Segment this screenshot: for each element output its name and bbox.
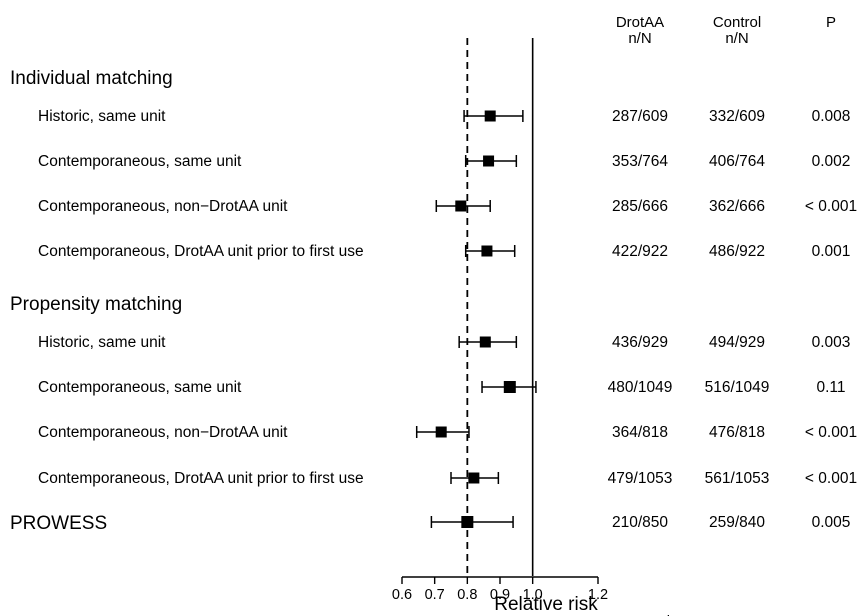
control-count: 476/818 xyxy=(709,424,765,441)
x-tick-label: 0.9 xyxy=(490,587,510,603)
drotaa-count: 364/818 xyxy=(612,424,668,441)
column-header-line2: n/N xyxy=(628,30,651,47)
control-count: 516/1049 xyxy=(705,379,770,396)
point-estimate xyxy=(479,336,491,348)
point-estimate xyxy=(483,155,495,167)
point-estimate xyxy=(461,516,474,528)
p-value: 0.008 xyxy=(812,108,851,125)
point-estimate xyxy=(503,381,516,393)
p-value: 0.002 xyxy=(812,153,851,170)
drotaa-count: 480/1049 xyxy=(608,379,673,396)
x-tick-label: 1.2 xyxy=(588,587,608,603)
p-value: 0.11 xyxy=(816,379,845,396)
group-heading: Individual matching xyxy=(10,68,173,89)
column-header-line1: DrotAA xyxy=(616,14,664,31)
p-value: 0.001 xyxy=(812,243,851,260)
control-count: 486/922 xyxy=(709,243,765,260)
point-estimate xyxy=(484,110,496,122)
p-value: < 0.001 xyxy=(805,470,857,487)
control-count: 332/609 xyxy=(709,108,765,125)
drotaa-count: 479/1053 xyxy=(608,470,673,487)
favors-drotaa-label: Favors DrotAA xyxy=(423,614,518,616)
point-estimate xyxy=(468,472,480,484)
row-label: Contemporaneous, DrotAA unit prior to fi… xyxy=(38,243,364,260)
drotaa-count: 422/922 xyxy=(612,243,668,260)
x-axis-label: Relative risk xyxy=(494,594,598,615)
column-header-line1: Control xyxy=(713,14,761,31)
drotaa-count: 210/850 xyxy=(612,514,668,531)
p-value: < 0.001 xyxy=(805,198,857,215)
row-label: Contemporaneous, same unit xyxy=(38,379,242,396)
control-count: 494/929 xyxy=(709,334,765,351)
column-header-line1: P xyxy=(826,14,836,31)
control-count: 362/666 xyxy=(709,198,765,215)
row-label: Historic, same unit xyxy=(38,334,166,351)
p-value: 0.003 xyxy=(812,334,851,351)
favors-control-label: Favors control xyxy=(578,614,670,616)
drotaa-count: 285/666 xyxy=(612,198,668,215)
point-estimate xyxy=(481,245,493,257)
overall-label: PROWESS xyxy=(10,513,107,534)
drotaa-count: 436/929 xyxy=(612,334,668,351)
control-count: 259/840 xyxy=(709,514,765,531)
control-count: 406/764 xyxy=(709,153,765,170)
point-estimate xyxy=(455,200,467,212)
row-label: Historic, same unit xyxy=(38,108,166,125)
x-tick-label: 0.8 xyxy=(457,587,477,603)
x-tick-label: 0.6 xyxy=(392,587,412,603)
column-header-line2: n/N xyxy=(725,30,748,47)
x-tick-label: 1.0 xyxy=(523,587,543,603)
control-count: 561/1053 xyxy=(705,470,770,487)
group-heading: Propensity matching xyxy=(10,294,182,315)
row-label: Contemporaneous, same unit xyxy=(38,153,242,170)
p-value: < 0.001 xyxy=(805,424,857,441)
row-label: Contemporaneous, non−DrotAA unit xyxy=(38,198,288,215)
row-label: Contemporaneous, non−DrotAA unit xyxy=(38,424,288,441)
p-value: 0.005 xyxy=(812,514,851,531)
x-tick-label: 0.7 xyxy=(425,587,445,603)
point-estimate xyxy=(435,426,447,438)
row-label: Contemporaneous, DrotAA unit prior to fi… xyxy=(38,470,364,487)
drotaa-count: 353/764 xyxy=(612,153,668,170)
drotaa-count: 287/609 xyxy=(612,108,668,125)
